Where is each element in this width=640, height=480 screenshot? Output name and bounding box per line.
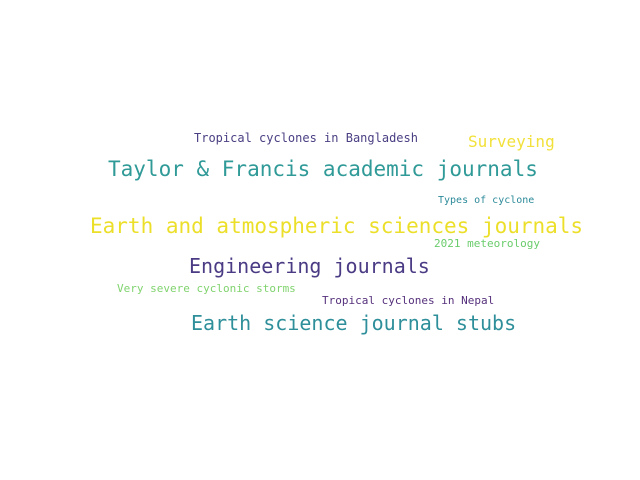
word-earth-and-atmospheric-sciences-journals: Earth and atmospheric sciences journals bbox=[90, 214, 584, 238]
word-surveying: Surveying bbox=[468, 132, 555, 151]
word-engineering-journals: Engineering journals bbox=[189, 254, 430, 278]
word-tropical-cyclones-in-nepal: Tropical cyclones in Nepal bbox=[322, 294, 495, 307]
word-very-severe-cyclonic-storms: Very severe cyclonic storms bbox=[117, 282, 296, 295]
word-taylor-francis-academic-journals: Taylor & Francis academic journals bbox=[108, 157, 538, 181]
word-types-of-cyclone: Types of cyclone bbox=[438, 195, 535, 206]
word-earth-science-journal-stubs: Earth science journal stubs bbox=[191, 311, 517, 335]
word-2021-meteorology: 2021 meteorology bbox=[434, 237, 540, 250]
word-tropical-cyclones-in-bangladesh: Tropical cyclones in Bangladesh bbox=[194, 131, 418, 145]
